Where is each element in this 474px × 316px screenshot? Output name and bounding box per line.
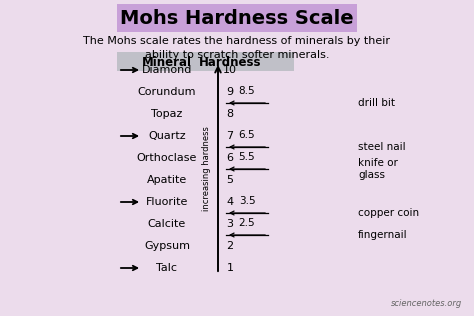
Text: Topaz: Topaz [151,109,182,119]
Text: Quartz: Quartz [148,131,186,141]
FancyBboxPatch shape [117,52,294,71]
Text: Mohs Hardness Scale: Mohs Hardness Scale [120,9,354,27]
Text: 3: 3 [227,219,234,229]
Text: sciencenotes.org: sciencenotes.org [391,299,462,308]
Text: Orthoclase: Orthoclase [137,153,197,163]
Text: 9: 9 [227,87,234,97]
Text: 8.5: 8.5 [239,86,255,96]
Text: 1: 1 [227,263,234,273]
Text: 6.5: 6.5 [239,130,255,140]
Text: Corundum: Corundum [138,87,196,97]
Text: fingernail: fingernail [358,230,408,240]
Text: 7: 7 [227,131,234,141]
Text: Apatite: Apatite [147,175,187,185]
Text: knife or
glass: knife or glass [358,158,398,180]
Text: 6: 6 [227,153,234,163]
Text: 5.5: 5.5 [239,152,255,162]
Text: Mineral: Mineral [142,56,192,69]
Text: Fluorite: Fluorite [146,197,188,207]
Text: steel nail: steel nail [358,142,406,152]
Text: Hardness: Hardness [199,56,261,69]
Text: 8: 8 [227,109,234,119]
Text: drill bit: drill bit [358,98,395,108]
Text: copper coin: copper coin [358,208,419,218]
FancyBboxPatch shape [117,4,357,32]
Text: The Mohs scale rates the hardness of minerals by their
ability to scratch softer: The Mohs scale rates the hardness of min… [83,36,391,60]
Text: increasing hardness: increasing hardness [202,127,211,211]
Text: Talc: Talc [156,263,177,273]
Text: Calcite: Calcite [148,219,186,229]
Text: Gypsum: Gypsum [144,241,190,251]
Text: 4: 4 [227,197,234,207]
Text: 2.5: 2.5 [239,218,255,228]
Text: Diamond: Diamond [142,65,192,75]
Text: 5: 5 [227,175,234,185]
Text: 3.5: 3.5 [239,196,255,206]
Text: 10: 10 [223,65,237,75]
Text: 2: 2 [227,241,234,251]
